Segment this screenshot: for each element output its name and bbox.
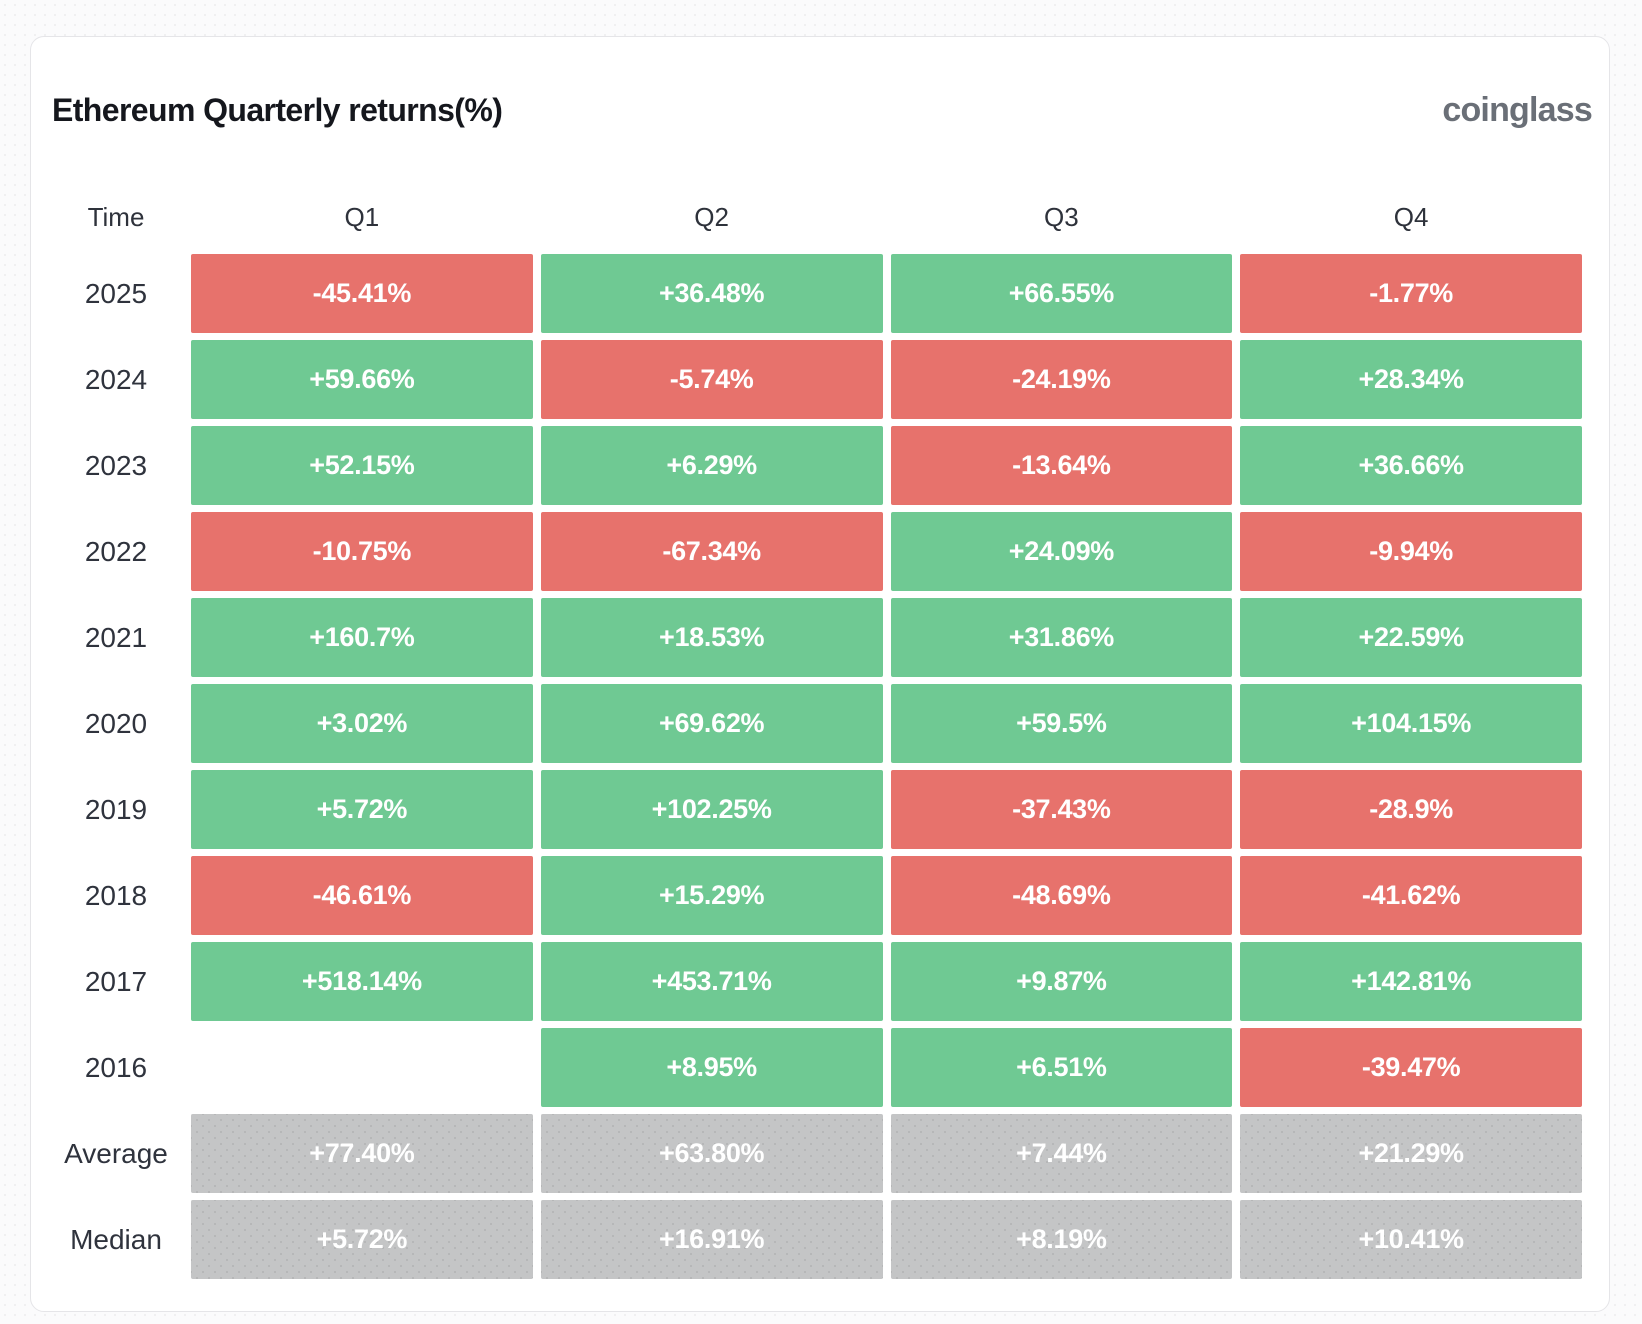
return-cell-2022-q2: -67.34% — [540, 512, 883, 591]
return-cell-2020-q1: +3.02% — [191, 684, 533, 763]
return-cell-2017-q1: +518.14% — [191, 942, 533, 1021]
return-cell-2016-q3: +6.51% — [890, 1028, 1233, 1107]
return-cell-2016-q2: +8.95% — [540, 1028, 883, 1107]
row-label-median: Median — [70, 1223, 162, 1255]
return-cell-average-q4: +21.29% — [1240, 1114, 1582, 1193]
return-cell-2021-q1: +160.7% — [191, 598, 533, 677]
card-header: Ethereum Quarterly returns(%) coinglass — [52, 87, 1593, 133]
return-cell-median-q1: +5.72% — [191, 1200, 533, 1279]
row-label-2016: 2016 — [84, 1051, 148, 1083]
page-title: Ethereum Quarterly returns(%) — [52, 91, 503, 128]
return-cell-2024-q2: -5.74% — [540, 340, 883, 419]
return-cell-2019-q3: -37.43% — [890, 770, 1233, 849]
return-cell-average-q3: +7.44% — [890, 1114, 1233, 1193]
return-cell-2022-q4: -9.94% — [1240, 512, 1582, 591]
row-label-2023: 2023 — [84, 449, 148, 481]
return-cell-median-q3: +8.19% — [890, 1200, 1233, 1279]
row-label-2018: 2018 — [84, 879, 148, 911]
column-header-q2: Q2 — [694, 201, 729, 232]
return-cell-2021-q2: +18.53% — [540, 598, 883, 677]
returns-card: Ethereum Quarterly returns(%) coinglass … — [30, 36, 1610, 1312]
return-cell-2019-q2: +102.25% — [540, 770, 883, 849]
return-cell-2018-q1: -46.61% — [191, 856, 533, 935]
return-cell-2019-q1: +5.72% — [191, 770, 533, 849]
return-cell-2024-q4: +28.34% — [1240, 340, 1582, 419]
return-cell-2022-q1: -10.75% — [191, 512, 533, 591]
return-cell-2023-q4: +36.66% — [1240, 426, 1582, 505]
return-cell-2018-q2: +15.29% — [540, 856, 883, 935]
column-header-q3: Q3 — [1044, 201, 1079, 232]
row-label-average: Average — [64, 1137, 168, 1169]
return-cell-2019-q4: -28.9% — [1240, 770, 1582, 849]
return-cell-2025-q4: -1.77% — [1240, 254, 1582, 333]
return-cell-2023-q1: +52.15% — [191, 426, 533, 505]
row-label-2019: 2019 — [84, 793, 148, 825]
return-cell-2024-q3: -24.19% — [890, 340, 1233, 419]
return-cell-average-q2: +63.80% — [540, 1114, 883, 1193]
return-cell-2016-q4: -39.47% — [1240, 1028, 1582, 1107]
return-cell-2017-q4: +142.81% — [1240, 942, 1582, 1021]
return-cell-2016-q1 — [191, 1028, 533, 1107]
coinglass-logo[interactable]: coinglass — [1442, 90, 1592, 129]
row-label-2017: 2017 — [84, 965, 148, 997]
return-cell-2020-q4: +104.15% — [1240, 684, 1582, 763]
row-label-2025: 2025 — [84, 277, 148, 309]
column-header-time: Time — [87, 201, 145, 232]
column-header-q1: Q1 — [344, 201, 380, 232]
returns-table: Time Q1 Q2 Q3 Q4 2025 -45.41% +36.48% +6… — [49, 187, 1582, 1279]
return-cell-2025-q3: +66.55% — [890, 254, 1233, 333]
return-cell-2017-q3: +9.87% — [890, 942, 1233, 1021]
return-cell-2024-q1: +59.66% — [191, 340, 533, 419]
row-label-2021: 2021 — [84, 621, 148, 653]
return-cell-2020-q3: +59.5% — [890, 684, 1233, 763]
return-cell-median-q2: +16.91% — [540, 1200, 883, 1279]
column-header-q4: Q4 — [1393, 201, 1429, 232]
return-cell-2018-q4: -41.62% — [1240, 856, 1582, 935]
return-cell-2021-q4: +22.59% — [1240, 598, 1582, 677]
return-cell-2022-q3: +24.09% — [890, 512, 1233, 591]
row-label-2022: 2022 — [84, 535, 148, 567]
return-cell-2023-q2: +6.29% — [540, 426, 883, 505]
return-cell-2020-q2: +69.62% — [540, 684, 883, 763]
row-label-2024: 2024 — [84, 363, 148, 395]
return-cell-2021-q3: +31.86% — [890, 598, 1233, 677]
return-cell-2017-q2: +453.71% — [540, 942, 883, 1021]
row-label-2020: 2020 — [84, 707, 148, 739]
return-cell-2018-q3: -48.69% — [890, 856, 1233, 935]
return-cell-2025-q2: +36.48% — [540, 254, 883, 333]
return-cell-median-q4: +10.41% — [1240, 1200, 1582, 1279]
return-cell-2025-q1: -45.41% — [191, 254, 533, 333]
return-cell-2023-q3: -13.64% — [890, 426, 1233, 505]
return-cell-average-q1: +77.40% — [191, 1114, 533, 1193]
